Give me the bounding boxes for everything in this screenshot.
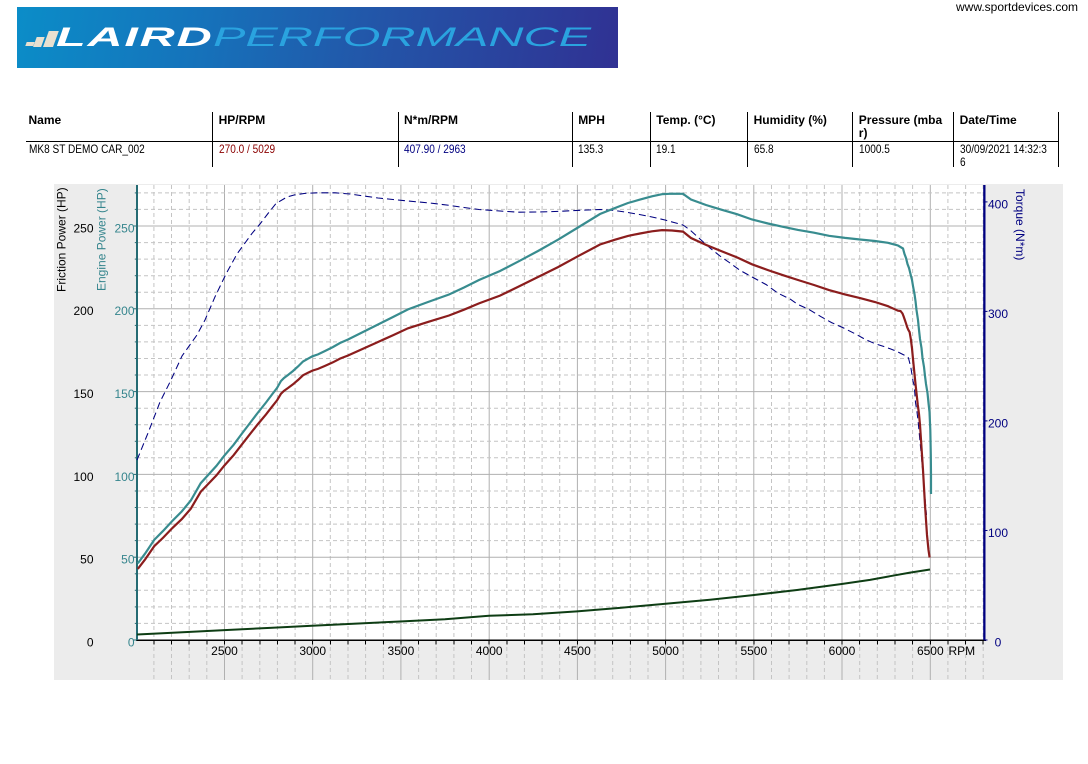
svg-text:200: 200 (73, 304, 93, 318)
svg-text:400: 400 (988, 197, 1008, 211)
svg-text:200: 200 (114, 304, 134, 318)
svg-text:4000: 4000 (476, 644, 503, 658)
svg-text:50: 50 (80, 553, 94, 567)
svg-text:150: 150 (73, 387, 93, 401)
svg-text:5000: 5000 (652, 644, 679, 658)
svg-text:RPM: RPM (949, 644, 976, 658)
svg-text:3000: 3000 (299, 644, 326, 658)
svg-text:3500: 3500 (388, 644, 415, 658)
svg-text:0: 0 (87, 635, 94, 649)
svg-text:Engine Power (HP): Engine Power (HP) (95, 188, 109, 291)
svg-text:2500: 2500 (211, 644, 238, 658)
svg-text:5500: 5500 (740, 644, 767, 658)
svg-text:100: 100 (114, 470, 134, 484)
svg-text:50: 50 (121, 553, 135, 567)
svg-text:300: 300 (988, 307, 1008, 321)
svg-text:250: 250 (73, 221, 93, 235)
svg-text:4500: 4500 (564, 644, 591, 658)
svg-text:6500: 6500 (917, 644, 944, 658)
svg-text:100: 100 (73, 470, 93, 484)
svg-text:6000: 6000 (829, 644, 856, 658)
svg-text:0: 0 (995, 635, 1002, 649)
svg-text:0: 0 (128, 635, 135, 649)
svg-text:Torque (N*m): Torque (N*m) (1013, 189, 1027, 260)
svg-text:200: 200 (988, 416, 1008, 430)
svg-text:Friction Power (HP): Friction Power (HP) (55, 187, 69, 292)
svg-text:250: 250 (114, 221, 134, 235)
svg-text:150: 150 (114, 387, 134, 401)
svg-text:100: 100 (988, 526, 1008, 540)
